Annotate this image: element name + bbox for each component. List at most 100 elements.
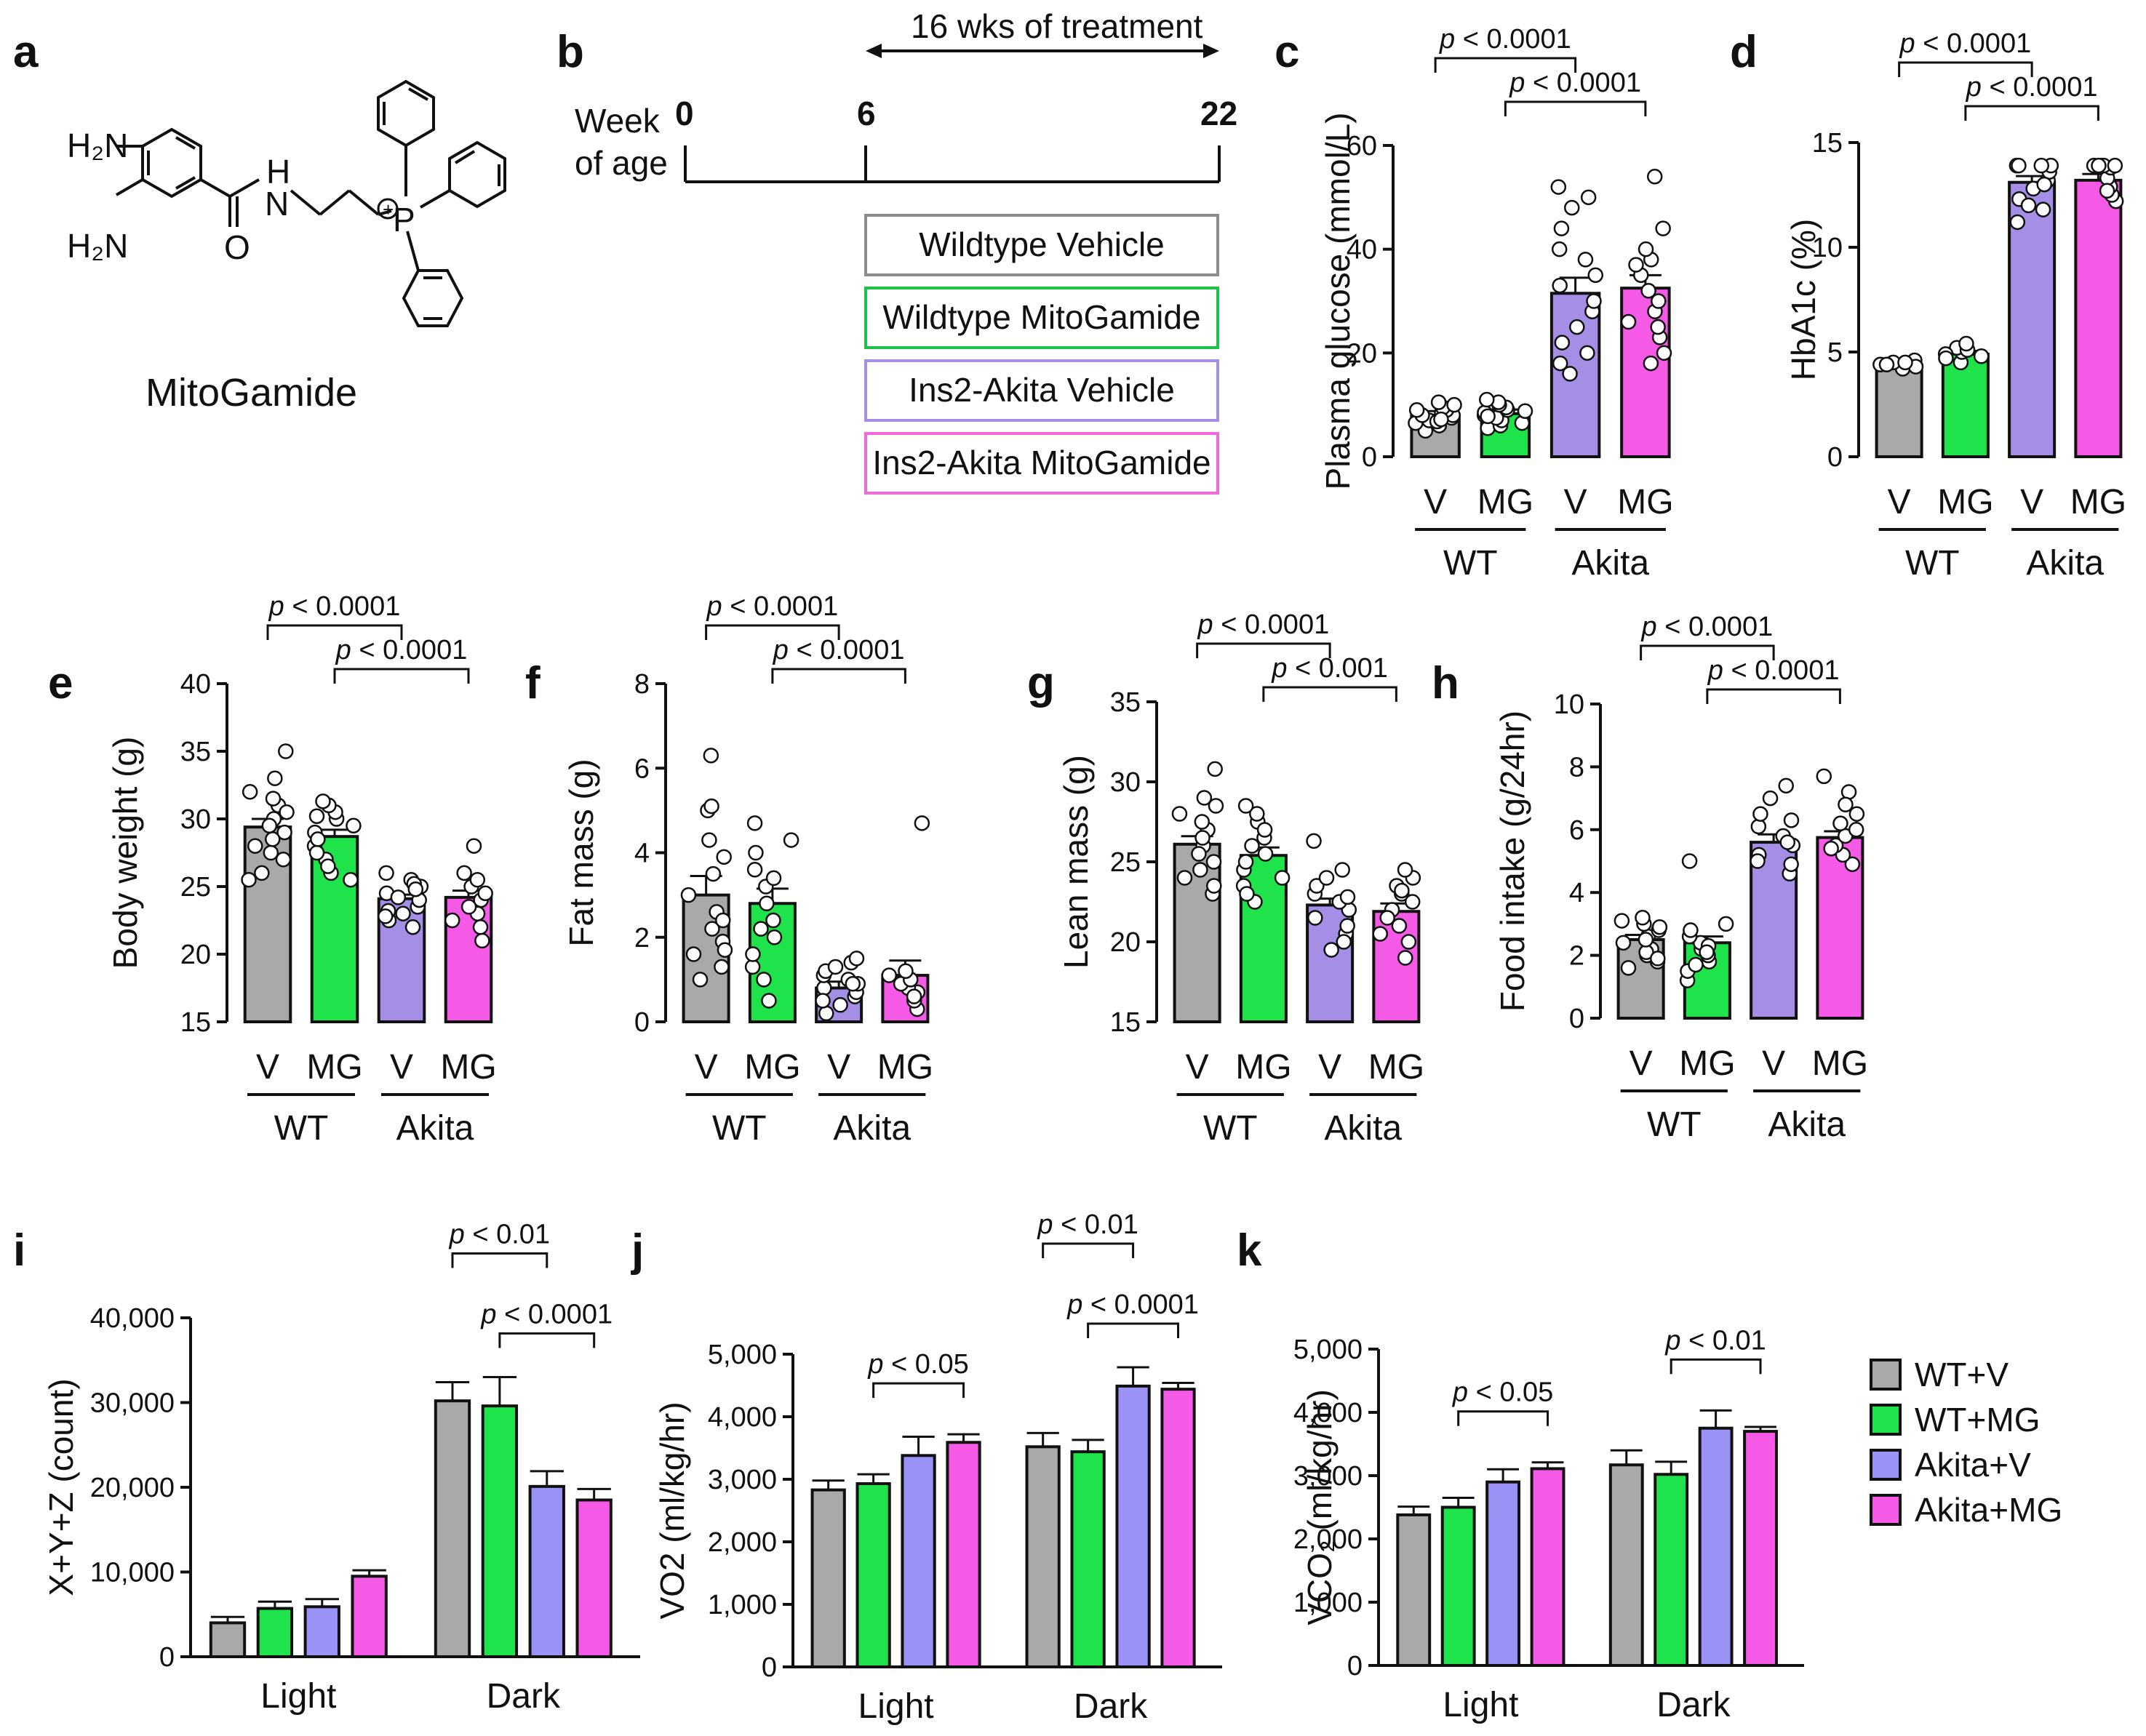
p-value-label: p < 0.0001	[1641, 612, 1774, 642]
data-point	[1635, 910, 1651, 926]
data-point	[1650, 319, 1666, 335]
x-tick-label: V	[256, 1048, 279, 1087]
y-tick-label: 4,000	[708, 1402, 777, 1433]
data-point	[701, 832, 717, 848]
p-value-label: p < 0.0001	[1066, 1289, 1199, 1320]
data-point	[378, 865, 394, 881]
data-point	[241, 871, 257, 888]
data-point	[745, 946, 761, 962]
amine-label-1: H₂N	[67, 127, 128, 164]
bar-light-akita-mg	[1530, 1467, 1565, 1668]
bar-dark-akita-v	[528, 1484, 565, 1658]
data-point	[703, 798, 719, 815]
data-point	[242, 784, 258, 800]
data-point	[472, 919, 489, 935]
data-point	[1552, 277, 1568, 294]
y-tick-label: 1,000	[1293, 1588, 1363, 1618]
panel-label-g: g	[1027, 658, 1055, 708]
y-tick-label: 0	[762, 1652, 777, 1683]
data-point	[1762, 790, 1779, 807]
mitogamide-structure-icon	[115, 79, 506, 327]
oxygen-label: O	[224, 228, 250, 266]
bar-light-wt-v	[810, 1488, 846, 1669]
p-value-label: p < 0.0001	[335, 635, 468, 665]
data-point	[746, 862, 763, 878]
comparison-bracket	[1042, 1242, 1135, 1259]
group-label-wt: WT	[1443, 544, 1498, 583]
data-point	[1569, 319, 1585, 335]
data-point	[1336, 934, 1352, 950]
legend-swatch-2	[1870, 1449, 1902, 1481]
y-tick-label: 60	[1347, 131, 1377, 161]
data-point	[1550, 179, 1567, 195]
data-point	[816, 980, 832, 996]
y-tick-label: 10,000	[90, 1558, 175, 1588]
y-tick-label: 20	[1347, 338, 1377, 369]
data-point	[1479, 391, 1495, 408]
legend-label-2: Akita+V	[1915, 1446, 2031, 1484]
comparison-bracket	[1898, 61, 2033, 77]
p-value-label: p < 0.0001	[480, 1300, 613, 1330]
data-point	[845, 975, 861, 992]
comparison-bracket	[1640, 644, 1775, 660]
data-point	[1323, 942, 1339, 958]
data-point	[1239, 886, 1255, 902]
group-label-akita: Akita	[2026, 544, 2104, 583]
comparison-bracket	[1262, 686, 1397, 702]
y-tick-label: 2,000	[708, 1527, 777, 1558]
data-point	[1379, 910, 1395, 926]
legend-swatch-0	[1870, 1359, 1902, 1391]
data-point	[1832, 815, 1848, 831]
data-point	[261, 817, 278, 834]
comparison-bracket	[451, 1252, 549, 1268]
y-tick-label: 10	[1554, 689, 1584, 720]
bar-dark-akita-v	[1698, 1426, 1734, 1667]
data-point	[469, 871, 486, 888]
group-label-akita: Akita	[1571, 544, 1649, 583]
y-tick-label: 35	[180, 737, 211, 767]
bar-light-akita-v	[1485, 1480, 1521, 1667]
legend-swatch-1	[1870, 1404, 1902, 1436]
data-point	[756, 972, 772, 988]
data-point	[2099, 183, 2115, 199]
x-tick-label: V	[1888, 483, 1911, 521]
comparison-bracket	[1504, 100, 1647, 116]
phosphorus-label: P	[393, 201, 415, 239]
data-point	[1638, 241, 1654, 257]
comparison-bracket	[266, 624, 403, 640]
x-tick-label: MG	[2070, 483, 2126, 521]
data-point	[278, 743, 294, 759]
data-point	[1446, 396, 1462, 413]
data-point	[1958, 335, 1974, 352]
y-axis-label: VCO₂ (ml/kg/hr)	[1301, 1389, 1339, 1625]
p-value-label: p < 0.0001	[1197, 609, 1330, 640]
data-point	[818, 1005, 834, 1022]
panel-label-d: d	[1730, 27, 1758, 77]
treatment-arrow	[866, 44, 1219, 58]
group-label-akita: Akita	[396, 1109, 474, 1148]
bar-v-wt	[1875, 363, 1923, 458]
panel-g: g 15 20 25 30 35 Lean mass (g) V MG V MG WT Akita p <…	[1027, 609, 1424, 1148]
data-point	[1249, 806, 1265, 822]
data-point	[1400, 934, 1417, 950]
x-tick-label: V	[390, 1048, 413, 1087]
y-tick-label: 8	[1569, 752, 1584, 783]
data-point	[1339, 889, 1356, 905]
x-category-label: Light	[858, 1687, 934, 1726]
y-tick-label: 30,000	[90, 1388, 175, 1419]
y-tick-label: 25	[1110, 847, 1141, 878]
data-point	[1816, 768, 1832, 785]
y-axis-label: VO2 (ml/kg/hr)	[653, 1401, 691, 1619]
group-box-label-2: Ins2-Akita Vehicle	[909, 371, 1175, 409]
group-box-1	[864, 287, 1219, 349]
bar-light-wt-mg	[855, 1482, 891, 1669]
data-point	[395, 905, 411, 921]
x-category-label: Light	[1443, 1686, 1518, 1724]
y-tick-label: 0	[634, 1007, 650, 1038]
data-point	[1391, 918, 1408, 934]
bar-light-akita-v	[901, 1454, 936, 1668]
x-tick-label: V	[1186, 1048, 1209, 1087]
comparison-bracket	[333, 668, 470, 684]
